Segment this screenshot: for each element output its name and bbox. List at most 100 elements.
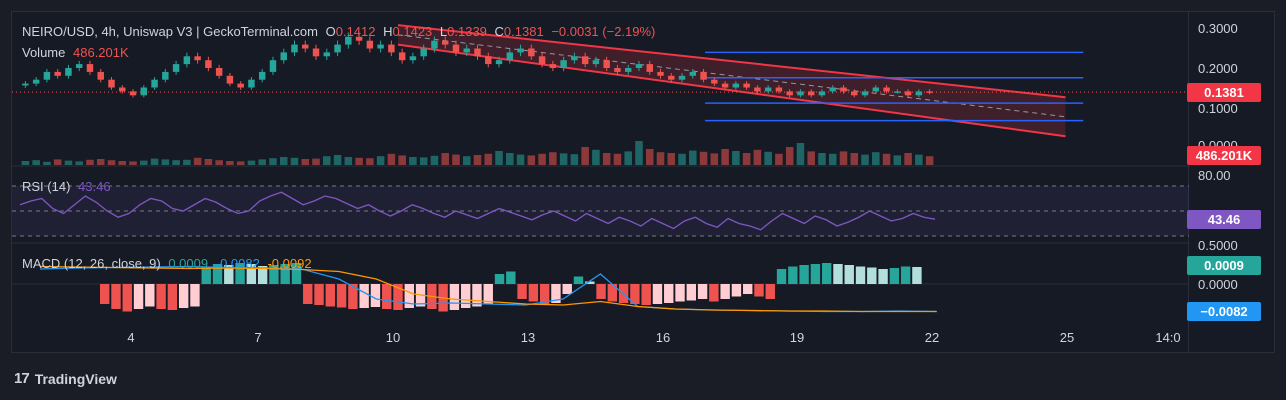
candle-body-20 — [237, 83, 244, 88]
macd-hist-bar-47 — [630, 284, 640, 304]
volume-bar-73 — [807, 151, 815, 165]
volume-bar-51 — [570, 154, 579, 165]
macd-hist-bar-22 — [348, 284, 358, 309]
candle-body-57 — [635, 64, 643, 68]
candle-body-26 — [302, 44, 309, 49]
macd-hist-bar-0 — [100, 284, 110, 304]
candle-body-60 — [668, 75, 675, 80]
rsi-legend: RSI (14) 43.46 — [22, 179, 115, 194]
volume-bar-11 — [140, 160, 148, 165]
macd-hist-bar-6 — [167, 284, 178, 310]
macd-hist-bar-51 — [675, 284, 685, 302]
candle-body-30 — [345, 36, 352, 45]
macd-hist-bar-62 — [799, 265, 809, 284]
low-value: 0.1339 — [447, 24, 487, 39]
volume-bar-14 — [172, 160, 180, 165]
macd-hist-bar-48 — [641, 284, 651, 305]
macd-hist-bar-44 — [596, 284, 606, 299]
volume-bar-66 — [732, 151, 740, 165]
tradingview-logo[interactable]: 17 TradingView — [14, 370, 117, 387]
volume-bar-24 — [279, 157, 288, 165]
price-axis[interactable] — [1189, 11, 1275, 353]
macd-hist-bar-27 — [404, 284, 414, 308]
volume-bar-42 — [473, 155, 482, 165]
macd-hist-bar-71 — [900, 266, 911, 284]
volume-bar-67 — [742, 153, 751, 165]
symbol-legend: NEIRO/USD, 4h, Uniswap V3 | GeckoTermina… — [22, 24, 659, 39]
volume-bar-3 — [53, 159, 62, 165]
candle-body-27 — [312, 48, 320, 57]
volume-bar-21 — [247, 160, 256, 165]
candle-body-72 — [797, 91, 804, 96]
candle-body-66 — [732, 83, 740, 88]
volume-bar-31 — [355, 157, 363, 165]
channel-fill — [398, 25, 1066, 137]
macd-label: MACD (12, 26, close, 9) — [22, 256, 161, 271]
candle-body-28 — [323, 52, 331, 57]
close-value: 0.1381 — [503, 24, 544, 39]
candle-body-32 — [366, 40, 374, 49]
volume-bar-48 — [538, 153, 546, 165]
volume-bar-33 — [376, 156, 385, 165]
candle-body-49 — [549, 64, 557, 68]
macd-hist-bar-4 — [145, 284, 155, 307]
macd-hist-bar-14 — [257, 266, 268, 284]
volume-bar-25 — [290, 157, 299, 165]
candle-body-74 — [818, 91, 826, 96]
time-tick-25: 25 — [1059, 330, 1075, 345]
price-tick-0.3: 0.3000 — [1198, 21, 1238, 36]
candle-body-35 — [398, 52, 406, 61]
candle-body-61 — [678, 75, 686, 80]
volume-legend: Volume 486.201K — [22, 45, 133, 60]
macd-hist-bar-49 — [652, 284, 663, 304]
macd-hist-bar-55 — [720, 284, 730, 299]
candle-body-75 — [829, 87, 836, 92]
candle-body-53 — [592, 60, 600, 65]
macd-hist-bar-57 — [743, 284, 753, 294]
candle-body-80 — [883, 87, 890, 92]
candle-body-6 — [86, 64, 94, 72]
candle-body-24 — [280, 52, 287, 61]
change-value: −0.0031 (−2.19%) — [551, 24, 656, 39]
volume-bar-5 — [75, 161, 83, 165]
candle-body-31 — [355, 36, 363, 41]
candle-body-56 — [624, 68, 632, 72]
candle-body-73 — [807, 91, 815, 96]
macd-hist-bar-53 — [697, 284, 708, 299]
macd-hist-bar-63 — [810, 264, 821, 284]
volume-bar-43 — [484, 153, 493, 165]
candle-body-22 — [258, 71, 266, 80]
macd-line-badge: −0.0082 — [1187, 302, 1261, 321]
volume-bar-56 — [624, 151, 632, 165]
volume-bar-29 — [333, 155, 342, 165]
candle-body-70 — [775, 87, 783, 92]
candle-body-46 — [517, 48, 524, 53]
candle-body-83 — [915, 91, 923, 96]
macd-hist-bar-39 — [539, 284, 550, 304]
volume-bar-53 — [592, 149, 600, 165]
candle-body-3 — [54, 71, 61, 76]
volume-bar-83 — [915, 154, 923, 165]
macd-signal-line — [39, 265, 937, 313]
candle-body-19 — [226, 75, 234, 84]
volume-bar-81 — [893, 155, 902, 165]
macd-hist-bar-19 — [314, 284, 324, 305]
time-tick-4: 4 — [127, 330, 135, 345]
candle-body-8 — [108, 79, 115, 88]
rsi-band — [12, 186, 1189, 236]
volume-bar-52 — [581, 147, 589, 165]
candle-body-9 — [119, 87, 126, 92]
macd-hist-bar-32 — [460, 284, 471, 308]
high-value: 0.1423 — [392, 24, 433, 39]
macd-hist-bar-18 — [303, 284, 313, 304]
volume-bar-17 — [204, 159, 213, 165]
candle-body-69 — [764, 87, 772, 92]
candle-body-25 — [291, 44, 298, 53]
volume-bar-9 — [118, 161, 127, 165]
volume-bar-47 — [527, 155, 536, 165]
rsi-label: RSI (14) — [22, 179, 71, 194]
volume-bar-55 — [613, 153, 622, 165]
volume-bar-13 — [161, 159, 170, 165]
volume-bar-1 — [32, 160, 40, 165]
